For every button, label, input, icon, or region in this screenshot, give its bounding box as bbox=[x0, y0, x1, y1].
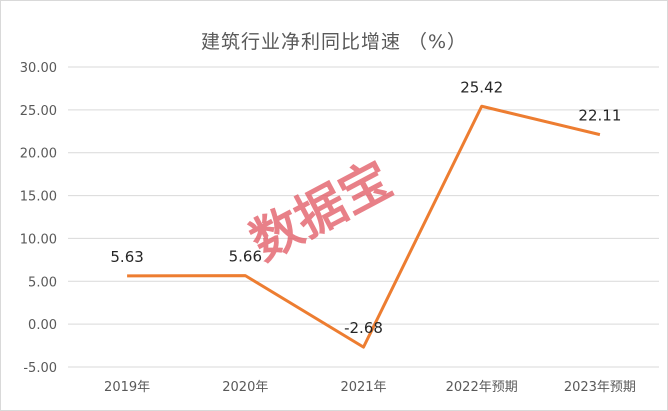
y-tick-label: -5.00 bbox=[23, 361, 57, 376]
x-tick-label: 2023年预期 bbox=[564, 380, 636, 395]
x-axis-tick-labels: 2019年 2020年 2021年 2022年预期 2023年预期 bbox=[104, 380, 636, 395]
data-label: -2.68 bbox=[344, 319, 383, 337]
y-tick-label: 30.00 bbox=[20, 61, 57, 76]
gridlines bbox=[68, 66, 659, 368]
y-axis-tick-labels: -5.00 0.00 5.00 10.00 15.00 20.00 25.00 30.00 bbox=[20, 61, 57, 376]
data-labels: 5.63 5.66 -2.68 25.42 22.11 bbox=[110, 78, 621, 337]
series-line-group bbox=[127, 104, 601, 349]
y-tick-label: 10.00 bbox=[20, 232, 57, 247]
x-tick-label: 2021年 bbox=[340, 380, 386, 395]
data-label: 25.42 bbox=[460, 78, 503, 96]
y-tick-label: 20.00 bbox=[20, 147, 57, 162]
y-tick-label: 25.00 bbox=[20, 104, 57, 119]
x-tick-label: 2022年预期 bbox=[446, 380, 518, 395]
y-tick-label: 15.00 bbox=[20, 190, 57, 205]
y-tick-label: 0.00 bbox=[28, 318, 57, 333]
series-line bbox=[127, 104, 601, 349]
x-tick-label: 2019年 bbox=[104, 380, 150, 395]
watermark: 数据宝 bbox=[241, 150, 401, 272]
data-label: 22.11 bbox=[578, 107, 621, 125]
chart-title: 建筑行业净利同比增速 （%） bbox=[201, 31, 467, 53]
y-tick-label: 5.00 bbox=[28, 275, 57, 290]
data-label: 5.63 bbox=[110, 248, 143, 266]
data-label: 5.66 bbox=[229, 248, 262, 266]
x-tick-label: 2020年 bbox=[222, 380, 268, 395]
